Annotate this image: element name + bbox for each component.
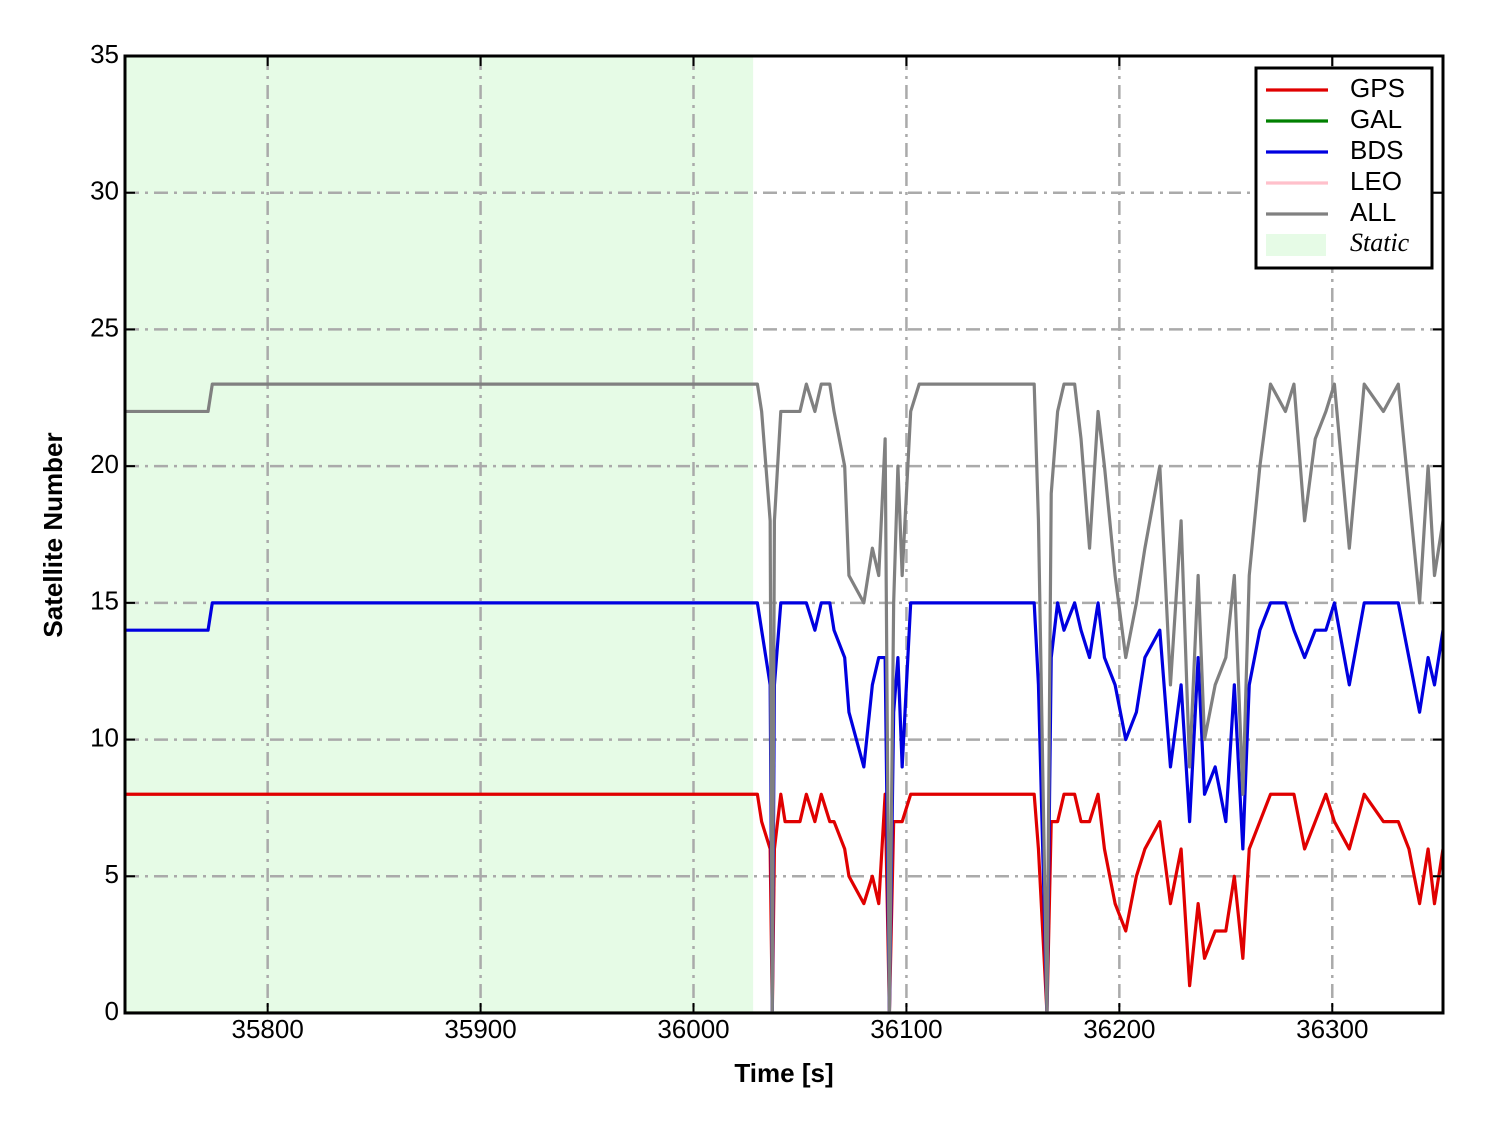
y-tick-label: 15 <box>90 586 119 616</box>
background-layer <box>125 54 1443 1015</box>
axis-layer: 35800 35900 36000 36100 36200 36300 0 5 10 15 20 25… <box>90 39 1443 1044</box>
x-tick-label: 35900 <box>444 1014 516 1044</box>
static-region <box>125 56 754 1013</box>
legend-label: Static <box>1350 228 1410 257</box>
x-axis-label: Time [s] <box>734 1058 833 1088</box>
legend-label: GPS <box>1350 73 1405 103</box>
y-tick-label: 30 <box>90 176 119 206</box>
legend-swatch <box>1266 234 1326 256</box>
legend-label: LEO <box>1350 166 1402 196</box>
x-tick-label: 35800 <box>232 1014 304 1044</box>
y-tick-label: 5 <box>105 859 119 889</box>
series-line <box>125 792 1443 1013</box>
series-line <box>125 601 1443 1013</box>
series-line <box>125 382 1443 1013</box>
legend-label: BDS <box>1350 135 1403 165</box>
x-tick-label: 36300 <box>1296 1014 1368 1044</box>
y-axis-label: Satellite Number <box>38 432 68 637</box>
x-tick-label: 36200 <box>1083 1014 1155 1044</box>
x-tick-label: 36100 <box>870 1014 942 1044</box>
plot-frame <box>123 54 1445 1015</box>
legend-label: ALL <box>1350 197 1396 227</box>
y-tick-label: 10 <box>90 722 119 752</box>
y-tick-label: 0 <box>105 996 119 1026</box>
legend-label: GAL <box>1350 104 1402 134</box>
series-layer <box>125 382 1443 1013</box>
x-tick-label: 36000 <box>657 1014 729 1044</box>
y-tick-label: 20 <box>90 449 119 479</box>
y-tick-label: 25 <box>90 312 119 342</box>
y-tick-label: 35 <box>90 39 119 69</box>
